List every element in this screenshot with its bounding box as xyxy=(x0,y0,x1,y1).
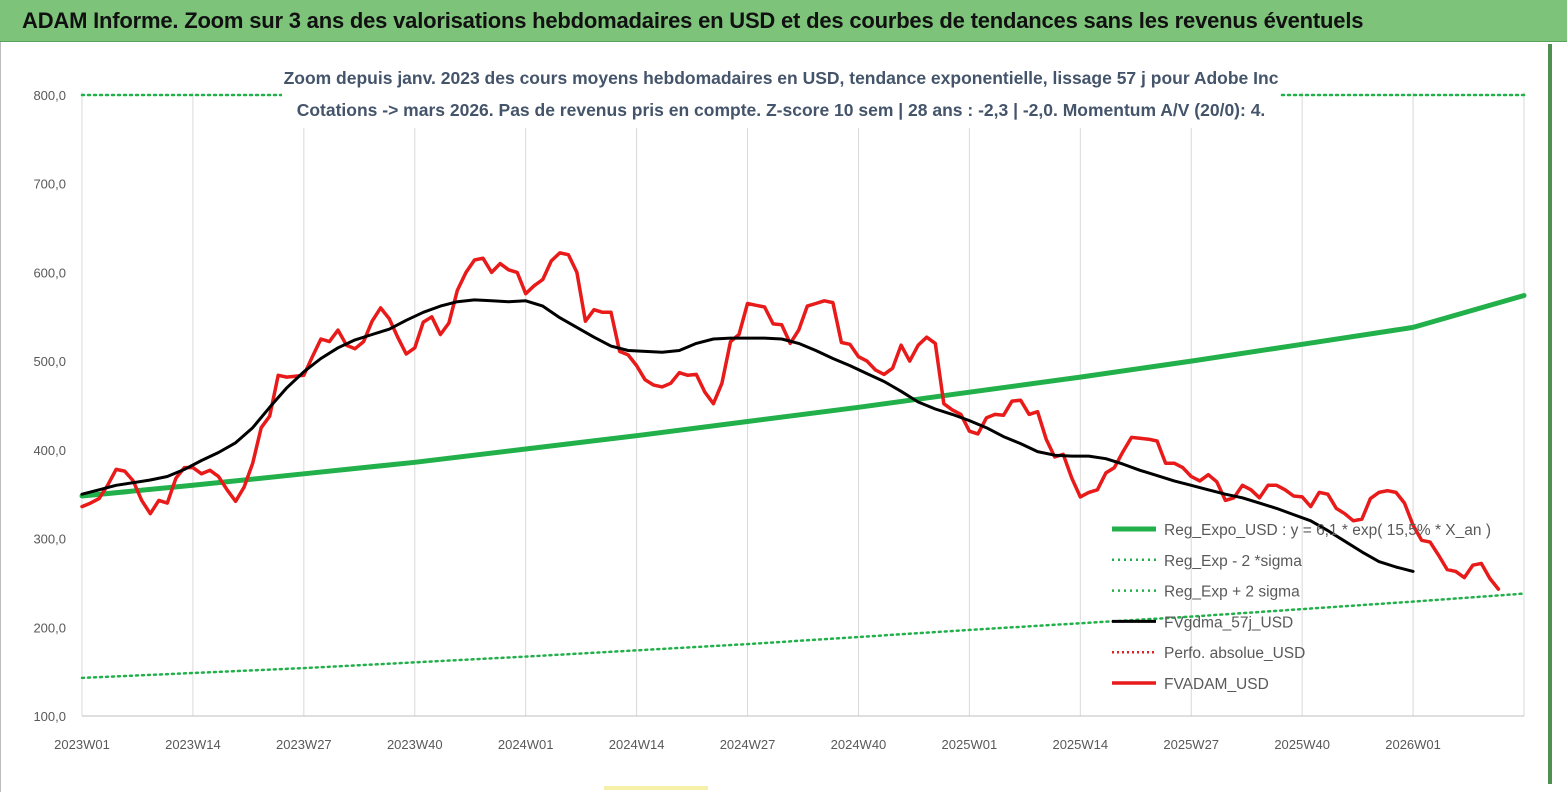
chart-grid xyxy=(81,92,1525,717)
y-tick-label: 100,0 xyxy=(33,709,66,724)
y-tick-label: 400,0 xyxy=(33,443,66,458)
legend-label: FVADAM_USD xyxy=(1164,676,1269,693)
x-tick-label: 2023W40 xyxy=(387,737,443,752)
y-tick-label: 200,0 xyxy=(33,620,66,635)
legend-label: Reg_Exp + 2 sigma xyxy=(1164,584,1300,601)
subtitle-backdrop xyxy=(282,60,1280,128)
x-tick-label: 2023W01 xyxy=(54,737,110,752)
y-tick-label: 700,0 xyxy=(33,177,66,192)
x-axis-ticks: 2023W01 2023W14 2023W27 2023W40 2024W01 2024W… xyxy=(54,737,1441,752)
bottom-highlight xyxy=(604,786,708,790)
series-line-2 xyxy=(80,592,1526,680)
x-tick-label: 2024W40 xyxy=(831,737,887,752)
legend-label: Reg_Expo_USD : y = 6,1 * exp( 15,5% * X_… xyxy=(1164,522,1491,539)
title-banner: ADAM Informe. Zoom sur 3 ans des valoris… xyxy=(0,0,1567,42)
chart-frame xyxy=(0,42,1567,792)
x-tick-label: 2026W01 xyxy=(1385,737,1441,752)
x-tick-label: 2024W27 xyxy=(720,737,776,752)
x-tick-label: 2025W01 xyxy=(942,737,998,752)
y-axis-ticks: 100,0 200,0 300,0 400,0 500,0 600,0 700,0 800,0 xyxy=(33,88,66,724)
y-tick-label: 800,0 xyxy=(33,88,66,103)
chart-legend: Reg_Expo_USD : y = 6,1 * exp( 15,5% * X_… xyxy=(1112,522,1491,693)
series-line-5 xyxy=(80,251,1501,591)
legend-label: Reg_Exp - 2 *sigma xyxy=(1164,553,1302,570)
right-border xyxy=(1548,44,1552,784)
series-line-3 xyxy=(80,298,1415,573)
legend-label: Perfo. absolue_USD xyxy=(1164,645,1305,662)
x-tick-label: 2024W01 xyxy=(498,737,554,752)
report-title: ADAM Informe. Zoom sur 3 ans des valoris… xyxy=(22,8,1364,33)
x-tick-label: 2024W14 xyxy=(609,737,665,752)
chart-subtitle-line2: Cotations -> mars 2026. Pas de revenus p… xyxy=(297,100,1266,120)
chart-subtitle-line1: Zoom depuis janv. 2023 des cours moyens … xyxy=(284,68,1279,88)
y-tick-label: 600,0 xyxy=(33,265,66,280)
x-tick-label: 2025W14 xyxy=(1052,737,1108,752)
x-tick-label: 2023W14 xyxy=(165,737,221,752)
series-layer xyxy=(79,93,1527,680)
x-tick-label: 2025W27 xyxy=(1163,737,1219,752)
series-line-0 xyxy=(79,293,1527,499)
y-tick-label: 300,0 xyxy=(33,532,66,547)
y-tick-label: 500,0 xyxy=(33,354,66,369)
legend-label: FVgdma_57j_USD xyxy=(1164,614,1293,631)
x-tick-label: 2025W40 xyxy=(1274,737,1330,752)
x-tick-label: 2023W27 xyxy=(276,737,332,752)
